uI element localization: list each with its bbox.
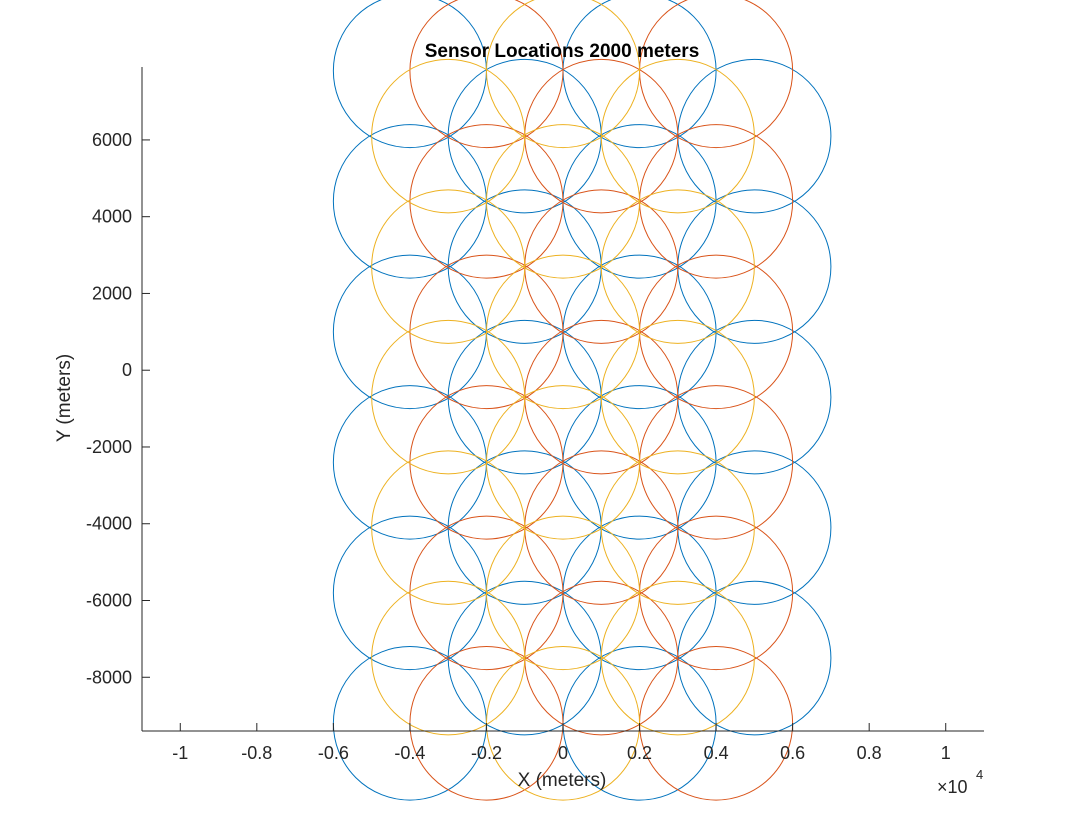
y-tick-label: 2000 bbox=[92, 283, 132, 303]
sensor-range-circle bbox=[485, 254, 641, 410]
sensor-range-circle bbox=[409, 515, 564, 671]
sensor-range-circle bbox=[409, 254, 564, 410]
x-tick-label: 0.6 bbox=[780, 743, 805, 763]
x-tick-label: 0 bbox=[558, 743, 568, 763]
sensor-range-circle bbox=[600, 580, 755, 736]
x-tick-label: -0.2 bbox=[471, 743, 502, 763]
chart-title: Sensor Locations 2000 meters bbox=[425, 41, 700, 62]
sensor-range-circle bbox=[600, 58, 755, 214]
axes: -1 -0.8 -0.6 -0.4 -0.2 0 0.2 0.4 0.6 0.8 1 6000 400… bbox=[86, 67, 984, 763]
x-tick-label: -0.4 bbox=[394, 743, 425, 763]
sensor-range-circle bbox=[371, 58, 526, 214]
sensor-range-circle bbox=[409, 385, 564, 540]
sensor-range-circle bbox=[485, 0, 641, 149]
x-axis-exponent-power: 4 bbox=[976, 767, 983, 782]
y-tick-label: 4000 bbox=[92, 207, 132, 227]
sensor-range-circle bbox=[485, 385, 641, 540]
y-tick-label: -6000 bbox=[86, 591, 132, 611]
sensor-range-circle bbox=[371, 450, 526, 605]
sensor-range-circle bbox=[600, 189, 755, 344]
x-tick-label: 0.8 bbox=[857, 743, 882, 763]
sensor-range-circle bbox=[371, 319, 526, 475]
y-tick-label: -8000 bbox=[86, 667, 132, 687]
x-tick-label: -1 bbox=[172, 743, 188, 763]
sensor-range-circle bbox=[600, 450, 755, 605]
x-tick-label: 0.4 bbox=[704, 743, 729, 763]
y-tick-label: -4000 bbox=[86, 514, 132, 534]
sensor-range-circle bbox=[371, 189, 526, 344]
x-ticks: -1 -0.8 -0.6 -0.4 -0.2 0 0.2 0.4 0.6 0.8 1 bbox=[172, 723, 951, 763]
x-tick-label: 0.2 bbox=[627, 743, 652, 763]
y-tick-label: 0 bbox=[122, 360, 132, 380]
x-tick-label: -0.8 bbox=[241, 743, 272, 763]
y-axis-label: Y (meters) bbox=[54, 354, 75, 442]
x-axis-exponent-base: ×10 bbox=[937, 777, 968, 797]
y-tick-label: 6000 bbox=[92, 130, 132, 150]
sensor-range-circle bbox=[409, 0, 564, 149]
y-ticks: 6000 4000 2000 0 -2000 -4000 -6000 -8000 bbox=[86, 130, 150, 687]
y-tick-label: -2000 bbox=[86, 437, 132, 457]
sensor-range-circle bbox=[600, 319, 755, 475]
sensor-range-circle bbox=[371, 580, 526, 736]
sensor-circles bbox=[332, 0, 832, 801]
sensor-range-circle bbox=[409, 124, 564, 279]
x-tick-label: -0.6 bbox=[318, 743, 349, 763]
x-tick-label: 1 bbox=[941, 743, 951, 763]
sensor-range-circle bbox=[485, 515, 641, 671]
sensor-range-circle bbox=[485, 124, 641, 279]
x-axis-label: X (meters) bbox=[518, 770, 607, 791]
